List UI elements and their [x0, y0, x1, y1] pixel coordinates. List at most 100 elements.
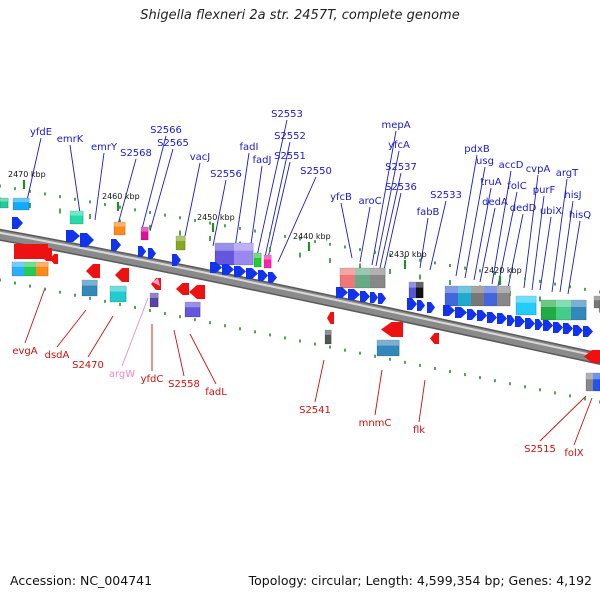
callout-line — [264, 141, 291, 258]
feature-block — [409, 282, 417, 298]
reverse-gene-arrow — [176, 283, 189, 295]
feature-block-outline — [408, 281, 424, 299]
forward-gene-arrow — [573, 325, 583, 336]
callout-line — [234, 152, 250, 249]
gene-label-hisQ: hisQ — [569, 210, 591, 221]
feature-block-outline — [339, 267, 386, 289]
forward-gene-arrow — [258, 270, 268, 281]
feature-block-shine — [176, 236, 185, 241]
callout-line — [375, 150, 400, 267]
callout-line — [419, 217, 429, 269]
forward-gene-arrow — [138, 246, 146, 257]
gene-label-emrK: emrK — [57, 134, 84, 145]
gene-label-S2470: S2470 — [72, 360, 104, 371]
feature-block — [594, 296, 600, 308]
forward-gene-arrow — [222, 264, 234, 275]
feature-block-outline — [376, 339, 400, 357]
gene-label-folX: folX — [564, 448, 583, 459]
feature-block-outline — [175, 235, 186, 251]
callout-line — [371, 130, 397, 266]
gene-label-dedD: dedD — [510, 203, 537, 214]
feature-block-outline — [81, 279, 98, 297]
feature-block-shine — [185, 302, 200, 308]
feature-block-outline — [0, 197, 9, 209]
feature-block-outline — [593, 295, 600, 309]
feature-block-outline — [214, 242, 254, 266]
gene-label-S2553: S2553 — [271, 109, 303, 120]
forward-gene-arrow — [477, 310, 487, 321]
forward-gene-arrow — [553, 322, 563, 333]
callout-line — [567, 220, 581, 295]
feature-block-shine — [254, 253, 261, 258]
callout-line — [121, 297, 149, 367]
callout-line — [56, 309, 87, 348]
forward-gene-arrow — [246, 268, 258, 279]
callout-line — [539, 395, 587, 442]
callout-line — [212, 179, 227, 247]
callout-line — [359, 206, 371, 263]
feature-block — [176, 236, 186, 250]
gene-label-yfdE: yfdE — [30, 127, 52, 138]
scale-tick-label: 2450 kbp — [197, 213, 235, 222]
forward-gene-arrow — [497, 313, 507, 324]
feature-block — [36, 262, 49, 276]
gene-label-S2552: S2552 — [274, 131, 306, 142]
callout-line — [184, 162, 201, 237]
feature-block-outline — [109, 285, 127, 303]
gene-label-folC: folC — [507, 181, 526, 192]
feature-block — [377, 340, 400, 356]
feature-block-outline — [263, 254, 272, 269]
callout-line — [455, 154, 478, 277]
feature-block — [355, 268, 371, 288]
forward-gene-arrow — [348, 289, 360, 300]
forward-gene-arrow — [172, 254, 181, 266]
feature-block — [340, 268, 356, 288]
feature-block — [541, 300, 557, 320]
scale-tick-label: 2440 kbp — [293, 232, 331, 241]
gene-label-usg: usg — [476, 156, 494, 167]
feature-block — [497, 286, 511, 306]
callout-lines — [24, 119, 593, 446]
backbone-band — [0, 230, 600, 364]
feature-block — [114, 222, 126, 235]
callout-line — [429, 200, 447, 271]
topology-label: Topology: circular; Length: 4,599,354 bp… — [248, 573, 592, 588]
forward-gene-arrow — [543, 320, 553, 331]
rna-gene-marker — [152, 278, 160, 286]
forward-gene-arrow — [487, 312, 497, 323]
reverse-gene-arrow — [86, 264, 100, 278]
callout-line — [573, 397, 593, 446]
feature-block-shine — [516, 296, 536, 303]
callout-line — [539, 216, 552, 291]
backbone-highlight — [0, 231, 600, 358]
forward-gene-arrow — [417, 300, 425, 311]
gene-label-emrY: emrY — [91, 142, 118, 153]
callout-line — [379, 172, 402, 269]
feature-block-shine — [594, 296, 600, 301]
callout-line — [314, 359, 325, 403]
callout-line — [559, 200, 574, 293]
gene-label-fadI: fadI — [240, 142, 259, 153]
callout-line — [24, 287, 46, 344]
feature-block — [110, 286, 127, 302]
reverse-gene-arrow — [430, 333, 439, 344]
forward-gene-arrow — [535, 319, 543, 330]
forward-gene-arrow — [234, 266, 246, 277]
callout-line — [383, 192, 402, 271]
gene-label-yfcB: yfcB — [330, 192, 352, 203]
forward-gene-arrow — [378, 293, 386, 304]
feature-block-outline — [184, 301, 201, 318]
feature-block-shine — [215, 243, 253, 251]
feature-block — [24, 262, 37, 276]
feature-block-outline — [324, 329, 332, 345]
feature-block — [13, 198, 30, 210]
feature-block-outline — [515, 295, 537, 316]
callout-line — [418, 379, 426, 423]
feature-block-shine — [141, 227, 148, 232]
feature-block — [215, 243, 235, 265]
gene-label-hisJ: hisJ — [564, 190, 581, 201]
feature-block-shine — [445, 286, 510, 293]
callout-line — [149, 148, 174, 232]
feature-block — [234, 243, 254, 265]
